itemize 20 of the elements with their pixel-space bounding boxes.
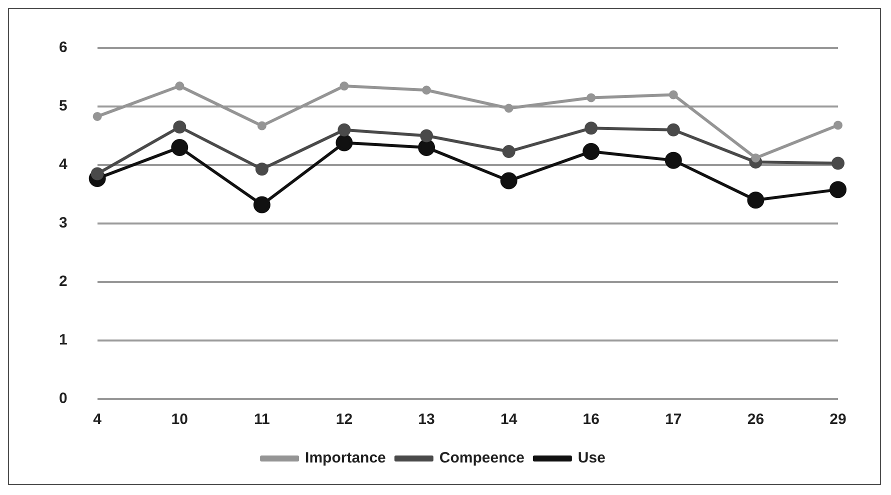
y-tick-label: 6 bbox=[59, 39, 68, 56]
legend-label: Compeence bbox=[439, 450, 524, 467]
x-tick-label: 12 bbox=[336, 411, 353, 428]
x-tick-label: 4 bbox=[93, 411, 102, 428]
y-tick-label: 2 bbox=[59, 273, 68, 290]
x-tick-label: 26 bbox=[747, 411, 764, 428]
y-tick-label: 1 bbox=[59, 332, 68, 349]
x-tick-label: 17 bbox=[665, 411, 682, 428]
legend-label: Importance bbox=[305, 450, 386, 467]
x-tick-label: 29 bbox=[830, 411, 846, 428]
x-tick-label: 14 bbox=[500, 411, 518, 428]
x-tick-label: 16 bbox=[582, 411, 600, 428]
x-tick-label: 13 bbox=[418, 411, 435, 428]
y-tick-label: 3 bbox=[59, 214, 68, 232]
x-tick-label: 11 bbox=[254, 411, 270, 428]
y-tick-label: 0 bbox=[59, 390, 68, 408]
x-tick-label: 10 bbox=[171, 411, 188, 428]
y-tick-label: 4 bbox=[59, 156, 68, 174]
y-tick-label: 5 bbox=[59, 98, 68, 115]
legend-label: Use bbox=[578, 450, 606, 467]
